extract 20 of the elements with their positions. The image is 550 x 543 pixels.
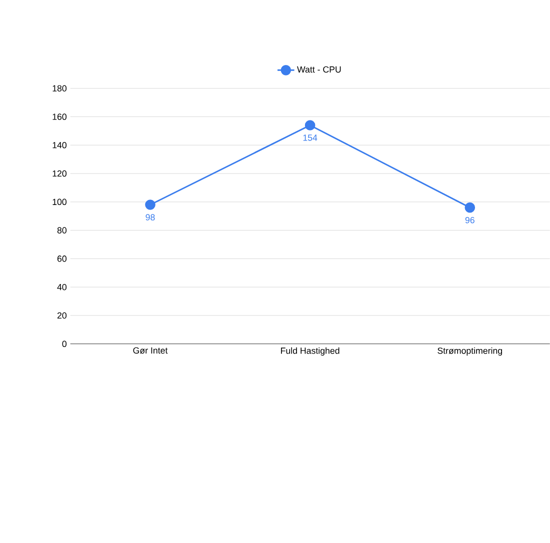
data-label: 154 (303, 134, 318, 142)
y-tick-label: 140 (52, 142, 67, 148)
y-tick-label: 100 (52, 198, 67, 206)
point (464, 202, 476, 213)
point (304, 120, 316, 131)
y-tick-label: 0 (62, 340, 67, 348)
legend-label: Watt - CPU (297, 66, 341, 73)
y-tick-label: 60 (57, 256, 67, 262)
data-label: 98 (146, 214, 155, 221)
y-tick-label: 40 (57, 284, 67, 290)
y-tick-label: 20 (57, 312, 67, 319)
x-tick-label: Fuld Hastighed (281, 348, 340, 356)
x-tick-label: Gør Intet (133, 348, 168, 354)
y-tick-label: 80 (57, 227, 67, 234)
point (145, 200, 156, 210)
y-tick-label: 180 (52, 85, 67, 92)
x-tick-label: Strømoptimering (438, 348, 502, 356)
data-label: 96 (465, 217, 474, 224)
y-tick-label: 120 (52, 170, 67, 177)
y-tick-label: 160 (52, 114, 67, 120)
